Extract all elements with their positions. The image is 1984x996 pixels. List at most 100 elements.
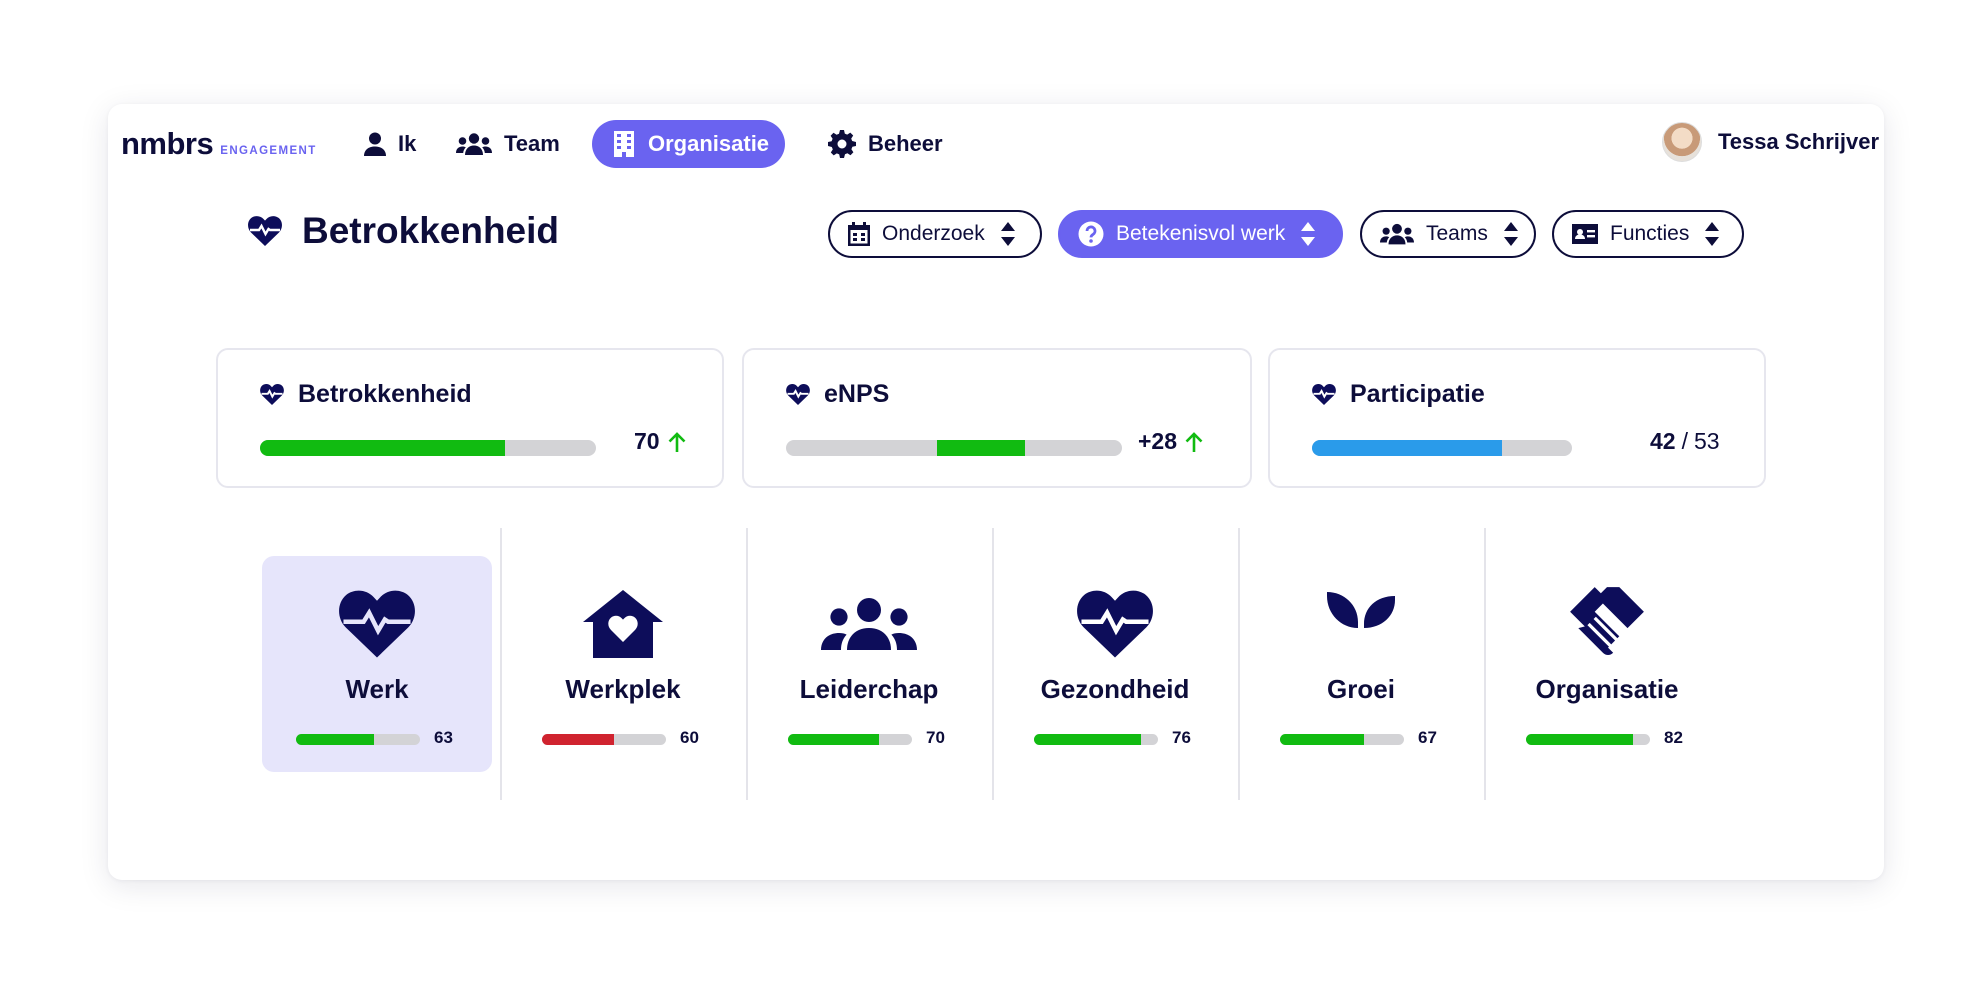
- heart-pulse-icon: [786, 384, 810, 405]
- people-group-icon: [821, 598, 917, 650]
- filter-functies[interactable]: Functies: [1552, 210, 1744, 258]
- category-icon-wrap: [1492, 587, 1722, 660]
- arrow-up-icon: [1185, 431, 1203, 452]
- metric-header: Participatie: [1312, 380, 1485, 409]
- nav-item-label: Ik: [398, 131, 417, 156]
- sort-icon: [1301, 222, 1316, 246]
- nav-item-team[interactable]: Team: [446, 120, 570, 168]
- filter-betekenisvol-werk[interactable]: Betekenisvol werk: [1058, 210, 1343, 258]
- filter-label: Betekenisvol werk: [1116, 222, 1286, 245]
- category-icon-wrap: [508, 588, 738, 660]
- progress-bar-fill: [1526, 734, 1633, 745]
- divider: [746, 528, 748, 800]
- heart-pulse-icon: [260, 384, 284, 405]
- progress-bar-fill: [1312, 440, 1502, 456]
- progress-bar: [1312, 440, 1572, 456]
- category-icon-wrap: [1246, 588, 1476, 660]
- nav-item-label: Team: [504, 131, 560, 156]
- calendar-icon: [848, 222, 870, 246]
- progress-bar-fill: [260, 440, 506, 456]
- id-card-icon: [1572, 224, 1598, 244]
- category-label: Leiderchap: [799, 674, 939, 704]
- seedling-icon: [1327, 592, 1395, 660]
- metric-card-enps[interactable]: eNPS +28: [742, 348, 1252, 488]
- divider: [992, 528, 994, 800]
- heart-pulse-icon: [1077, 590, 1153, 658]
- house-heart-icon: [583, 590, 663, 658]
- category-value: 82: [1664, 728, 1683, 747]
- filter-label: Onderzoek: [882, 222, 985, 245]
- metric-title: Betrokkenheid: [298, 380, 472, 408]
- metric-header: Betrokkenheid: [260, 380, 472, 409]
- page-title: Betrokkenheid: [302, 210, 560, 251]
- progress-bar-fill: [788, 734, 879, 745]
- users-icon: [1380, 223, 1414, 245]
- category-progress-bar: [296, 734, 420, 745]
- category-value: 63: [434, 728, 453, 747]
- nav-item-label: Beheer: [868, 131, 943, 156]
- nav-item-organisatie[interactable]: Organisatie: [592, 120, 786, 168]
- avatar: [1662, 122, 1702, 162]
- category-label: Groei: [1327, 674, 1395, 704]
- category-progress-bar: [1280, 734, 1404, 745]
- category-label: Organisatie: [1535, 674, 1679, 704]
- category-label: Gezondheid: [1040, 674, 1190, 704]
- filter-label: Teams: [1426, 222, 1488, 245]
- metric-card-participatie[interactable]: Participatie 42 / 53: [1268, 348, 1766, 488]
- category-icon-wrap: [262, 588, 492, 660]
- heart-pulse-icon: [339, 590, 415, 658]
- category-werk[interactable]: Werk 63: [262, 556, 492, 772]
- category-label: Werkplek: [565, 674, 681, 704]
- page-heading: Betrokkenheid: [248, 210, 559, 252]
- logo-text: nmbrs: [121, 126, 214, 161]
- sort-icon: [1503, 222, 1518, 246]
- users-icon: [456, 133, 492, 155]
- building-icon: [614, 131, 634, 157]
- question-icon: [1078, 221, 1104, 247]
- category-label: Werk: [345, 674, 409, 704]
- filter-label: Functies: [1610, 222, 1690, 245]
- category-progress-bar: [1526, 734, 1650, 745]
- metric-number: 42: [1650, 428, 1676, 454]
- sort-icon: [1000, 222, 1015, 246]
- divider: [1238, 528, 1240, 800]
- progress-bar: [260, 440, 596, 456]
- category-icon-wrap: [754, 588, 984, 660]
- logo[interactable]: nmbrs ENGAGEMENT: [121, 126, 317, 162]
- progress-bar-fill: [937, 440, 1025, 456]
- user-name: Tessa Schrijver: [1718, 129, 1880, 154]
- metric-number: 70: [634, 428, 660, 454]
- metric-separator: /: [1681, 428, 1688, 454]
- filter-teams[interactable]: Teams: [1360, 210, 1536, 258]
- nav-item-beheer[interactable]: Beheer: [818, 120, 953, 168]
- divider: [1484, 528, 1486, 800]
- user-menu[interactable]: Tessa Schrijver: [1662, 122, 1968, 162]
- category-progress-bar: [1034, 734, 1158, 745]
- arrow-up-icon: [668, 431, 686, 452]
- metric-total: 53: [1693, 428, 1720, 454]
- heart-pulse-icon: [1312, 384, 1336, 405]
- metric-value: 70: [634, 428, 686, 455]
- category-groei[interactable]: Groei 67: [1246, 556, 1476, 772]
- category-value: 70: [926, 728, 945, 747]
- category-gezondheid[interactable]: Gezondheid 76: [1000, 556, 1230, 772]
- category-leiderchap[interactable]: Leiderchap 70: [754, 556, 984, 772]
- filter-onderzoek[interactable]: Onderzoek: [828, 210, 1042, 258]
- metric-number: +28: [1138, 428, 1178, 454]
- progress-bar: [786, 440, 1122, 456]
- progress-bar-fill: [1280, 734, 1365, 745]
- nav-item-ik[interactable]: Ik: [354, 120, 426, 168]
- category-value: 60: [680, 728, 699, 747]
- category-value: 76: [1172, 728, 1191, 747]
- progress-bar-fill: [296, 734, 375, 745]
- metric-value: +28: [1138, 428, 1203, 455]
- category-organisatie[interactable]: Organisatie 82: [1492, 556, 1722, 772]
- metric-value: 42 / 53: [1650, 428, 1720, 455]
- metric-header: eNPS: [786, 380, 889, 409]
- metric-card-betrokkenheid[interactable]: Betrokkenheid 70: [216, 348, 724, 488]
- category-werkplek[interactable]: Werkplek 60: [508, 556, 738, 772]
- heart-pulse-icon: [248, 216, 282, 246]
- category-progress-bar: [788, 734, 912, 745]
- nav-item-label: Organisatie: [648, 131, 770, 156]
- progress-bar-fill: [542, 734, 614, 745]
